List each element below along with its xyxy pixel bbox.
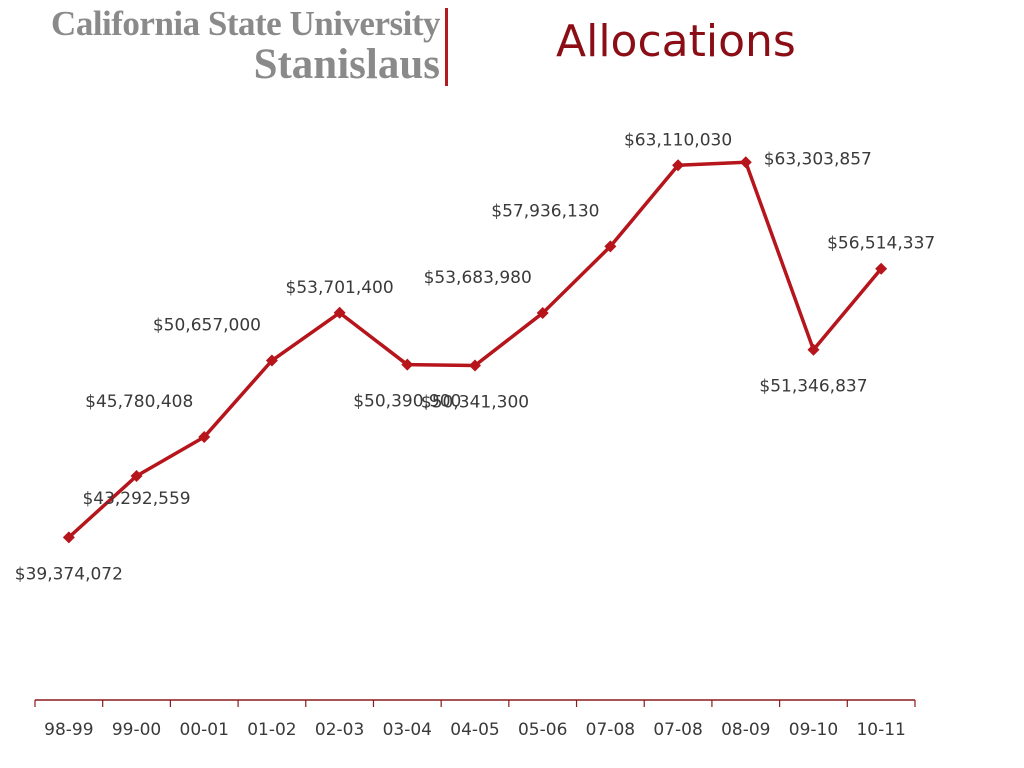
logo-divider — [445, 8, 448, 86]
data-label: $57,936,130 — [491, 201, 599, 221]
x-tick-label: 00-01 — [180, 720, 229, 740]
data-point-marker — [672, 159, 685, 172]
data-label: $50,390,900 — [353, 392, 461, 412]
logo-line2: Stanislaus — [253, 41, 440, 88]
x-tick-label: 98-99 — [44, 720, 93, 740]
markers-layer — [62, 156, 888, 544]
data-label: $50,341,300 — [421, 392, 529, 412]
data-label: $53,701,400 — [286, 278, 394, 298]
data-point-marker — [401, 358, 414, 371]
data-point-marker — [62, 531, 75, 544]
x-tick-label: 05-06 — [518, 720, 567, 740]
data-point-marker — [469, 359, 481, 372]
university-logo: California State University Stanislaus — [14, 6, 440, 86]
data-label: $63,110,030 — [624, 130, 732, 150]
data-point-marker — [130, 469, 143, 482]
data-label: $50,657,000 — [153, 316, 261, 336]
series-line — [67, 160, 883, 539]
x-tick-label: 04-05 — [450, 720, 499, 740]
data-label: $56,514,337 — [827, 234, 935, 254]
x-tick-label: 01-02 — [247, 720, 296, 740]
x-tick-label: 09-10 — [789, 720, 838, 740]
x-tick-label: 02-03 — [315, 720, 364, 740]
data-point-marker — [739, 156, 752, 169]
data-point-marker — [265, 354, 278, 367]
data-point-marker — [333, 306, 346, 319]
x-tick-label: 07-08 — [653, 720, 702, 740]
data-label: $53,683,980 — [424, 268, 532, 288]
data-label: $39,374,072 — [15, 564, 123, 584]
data-labels-layer: $39,374,072 $43,292,559 $45,780,408 $50,657… — [15, 130, 935, 584]
slide-title: Allocations — [556, 16, 796, 67]
x-tick-label: 99-00 — [112, 720, 161, 740]
x-tick-label: 07-08 — [586, 720, 635, 740]
data-point-marker — [604, 240, 617, 253]
data-label: $51,346,837 — [759, 377, 867, 397]
data-point-marker — [536, 307, 549, 320]
data-label: $63,303,857 — [764, 149, 872, 169]
data-point-marker — [198, 430, 211, 443]
data-point-marker — [875, 262, 888, 275]
data-point-marker — [807, 343, 820, 356]
x-axis: 98-99 99-00 00-01 01-02 02-03 03-04 04-05 05-06… — [34, 699, 916, 740]
data-label: $43,292,559 — [82, 489, 190, 509]
logo-line1: California State University — [51, 4, 440, 43]
x-tick-label: 08-09 — [721, 720, 770, 740]
x-tick-label: 03-04 — [383, 720, 432, 740]
data-label: $45,780,408 — [85, 392, 193, 412]
series-layer — [67, 160, 883, 539]
x-tick-label: 10-11 — [856, 720, 905, 740]
